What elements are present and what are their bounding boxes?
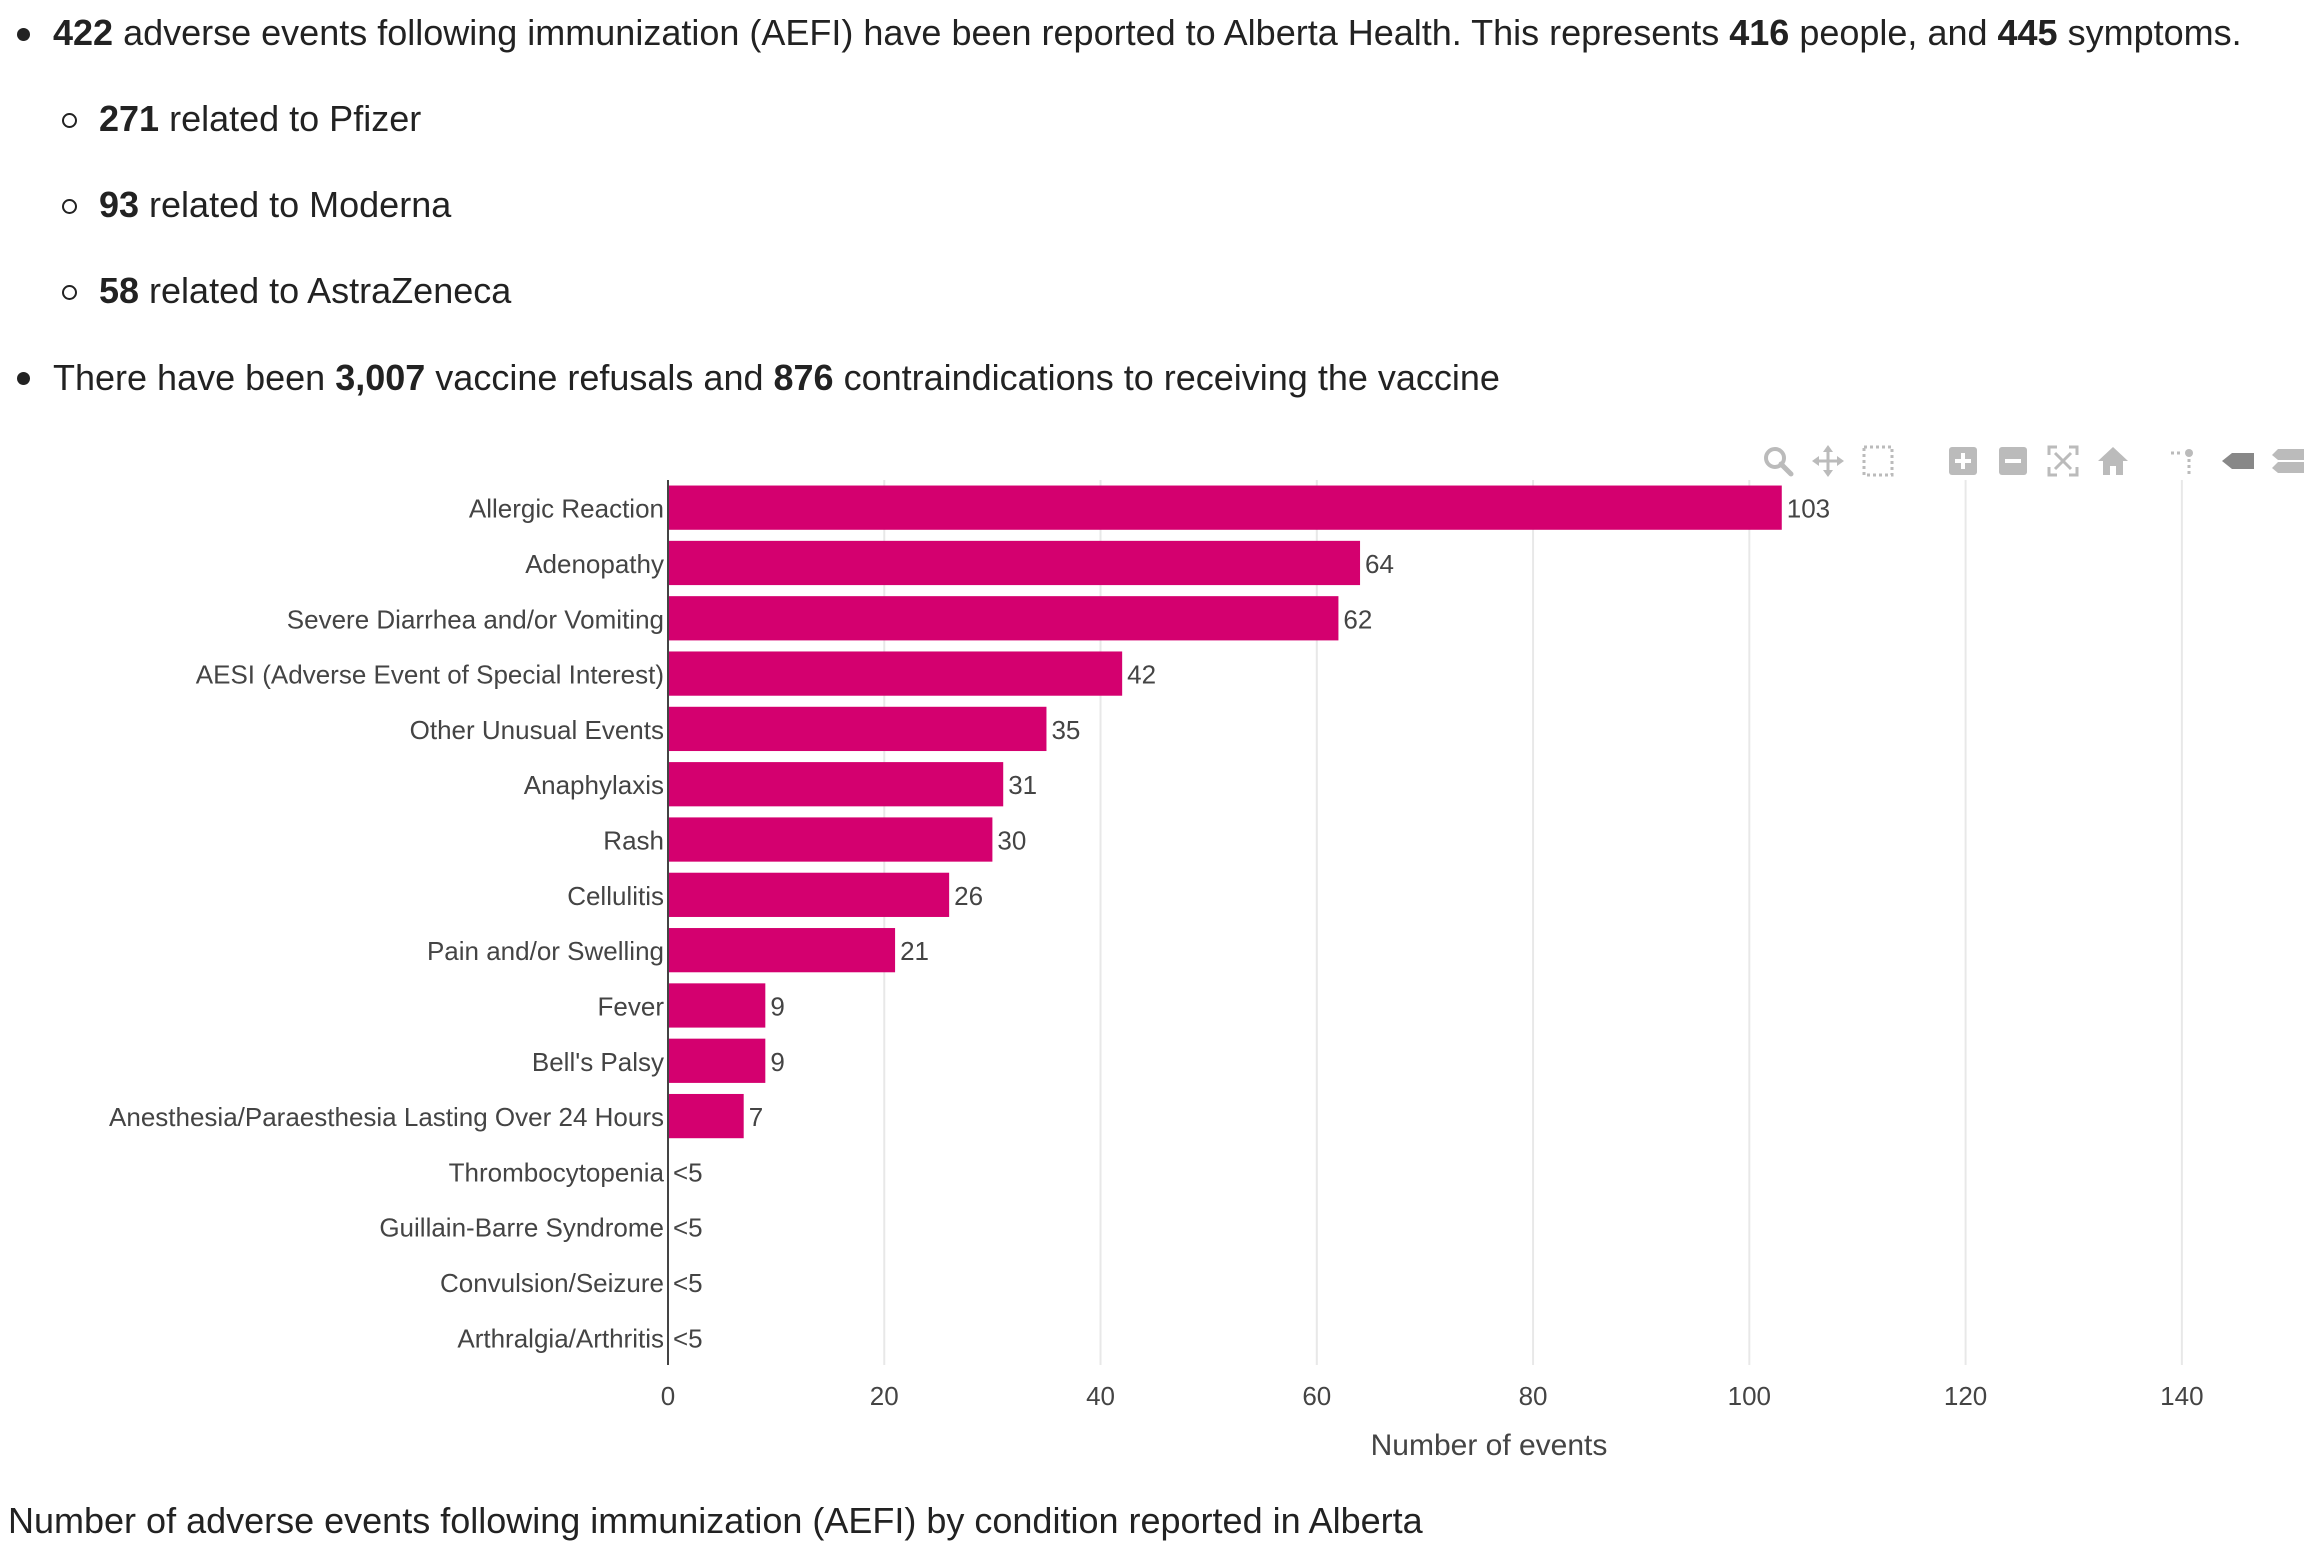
category-label: Severe Diarrhea and/or Vomiting — [287, 604, 664, 634]
bar-data-label: <5 — [673, 1268, 703, 1298]
category-label: Anaphylaxis — [524, 770, 664, 800]
autoscale-icon[interactable] — [2045, 443, 2081, 479]
bar[interactable] — [668, 485, 1782, 530]
bar[interactable] — [668, 1093, 744, 1139]
category-label: Guillain-Barre Syndrome — [379, 1213, 664, 1243]
summary-text: symptoms. — [2057, 12, 2242, 53]
bar-data-label: <5 — [673, 1323, 703, 1353]
pan-icon[interactable] — [1810, 443, 1846, 479]
bar[interactable] — [668, 928, 896, 973]
bar-data-label: 42 — [1127, 660, 1156, 690]
bar-data-label: 26 — [954, 881, 983, 911]
bar[interactable] — [668, 872, 950, 917]
category-label: Other Unusual Events — [410, 715, 664, 745]
sub-bullet-marker — [62, 199, 77, 214]
summary-text: contraindications to receiving the vacci… — [833, 357, 1500, 398]
bar[interactable] — [668, 983, 766, 1028]
bar[interactable] — [668, 762, 1004, 807]
pfizer-count: 271 — [99, 98, 160, 139]
bullet-marker — [17, 28, 30, 41]
x-tick-label: 20 — [870, 1381, 899, 1411]
x-tick-label: 80 — [1519, 1381, 1548, 1411]
summary-line-aefi: 422 adverse events following immunizatio… — [53, 12, 2242, 54]
bar-data-label: 103 — [1787, 494, 1830, 524]
x-tick-label: 120 — [1944, 1381, 1987, 1411]
category-label: Thrombocytopenia — [449, 1157, 665, 1187]
summary-text: people, and — [1789, 12, 1998, 53]
category-labels: Allergic Reaction Adenopathy Severe Diarrh… — [109, 494, 665, 1354]
bar-data-label: 9 — [770, 1047, 784, 1077]
zoom-in-icon[interactable] — [1945, 443, 1981, 479]
summary-text: There have been — [53, 357, 336, 398]
spike-lines-icon[interactable] — [2165, 443, 2201, 479]
summary-line-refusals: There have been 3,007 vaccine refusals a… — [53, 357, 1500, 399]
bar[interactable] — [668, 817, 993, 862]
category-label: Rash — [603, 826, 664, 856]
x-axis-title: Number of events — [1371, 1429, 1608, 1460]
refusals-count: 3,007 — [335, 357, 426, 398]
category-label: Allergic Reaction — [469, 494, 664, 524]
x-tick-label: 140 — [2160, 1381, 2203, 1411]
x-tick-labels: 0 20 40 60 80 100 120 140 — [661, 1381, 2204, 1411]
bar-data-label: 31 — [1008, 770, 1037, 800]
bar-data-label: 7 — [749, 1102, 763, 1132]
x-tick-label: 60 — [1302, 1381, 1331, 1411]
x-tick-label: 100 — [1728, 1381, 1771, 1411]
category-label: Arthralgia/Arthritis — [457, 1323, 664, 1353]
bar-data-label: <5 — [673, 1157, 703, 1187]
summary-text: related to Pfizer — [159, 98, 422, 139]
category-label: Bell's Palsy — [532, 1047, 664, 1077]
hover-compare-icon[interactable] — [2270, 443, 2306, 479]
astrazeneca-count: 58 — [99, 270, 140, 311]
bars — [668, 485, 1782, 1139]
bar-data-label: 21 — [900, 936, 929, 966]
contraindications-count: 876 — [773, 357, 834, 398]
category-label: Pain and/or Swelling — [427, 936, 664, 966]
bar[interactable] — [668, 540, 1361, 586]
sub-bullet-marker — [62, 285, 77, 300]
summary-line-pfizer: 271 related to Pfizer — [99, 98, 421, 140]
bar[interactable] — [668, 706, 1047, 752]
bar[interactable] — [668, 651, 1123, 696]
bar-data-label: 30 — [997, 826, 1026, 856]
summary-line-moderna: 93 related to Moderna — [99, 184, 451, 226]
summary-text: related to AstraZeneca — [139, 270, 512, 311]
summary-text: adverse events following immunization (A… — [113, 12, 1730, 53]
category-label: AESI (Adverse Event of Special Interest) — [196, 660, 664, 690]
bar[interactable] — [668, 1038, 766, 1083]
moderna-count: 93 — [99, 184, 140, 225]
bullet-marker — [17, 372, 30, 385]
summary-text: related to Moderna — [139, 184, 452, 225]
box-select-icon[interactable] — [1860, 443, 1896, 479]
category-label: Convulsion/Seizure — [440, 1268, 664, 1298]
bar-data-label: <5 — [673, 1213, 703, 1243]
x-tick-label: 0 — [661, 1381, 675, 1411]
chart-caption: Number of adverse events following immun… — [8, 1500, 1423, 1541]
people-count: 416 — [1729, 12, 1790, 53]
summary-text: vaccine refusals and — [425, 357, 774, 398]
bar-data-label: 64 — [1365, 549, 1394, 579]
bar[interactable] — [668, 596, 1339, 641]
x-tick-label: 40 — [1086, 1381, 1115, 1411]
bar-data-label: 35 — [1051, 715, 1080, 745]
category-label: Fever — [598, 991, 665, 1021]
zoom-out-icon[interactable] — [1995, 443, 2031, 479]
symptoms-count: 445 — [1997, 12, 2058, 53]
category-label: Cellulitis — [567, 881, 664, 911]
bar-data-label: 9 — [770, 991, 784, 1021]
aefi-count: 422 — [53, 12, 114, 53]
hover-closest-icon[interactable] — [2220, 443, 2256, 479]
bar-data-label: 62 — [1343, 604, 1372, 634]
sub-bullet-marker — [62, 113, 77, 128]
category-label: Anesthesia/Paraesthesia Lasting Over 24 … — [109, 1102, 664, 1132]
category-label: Adenopathy — [525, 549, 664, 579]
summary-line-astrazeneca: 58 related to AstraZeneca — [99, 270, 511, 312]
reset-axes-icon[interactable] — [2095, 443, 2131, 479]
zoom-icon[interactable] — [1760, 443, 1796, 479]
